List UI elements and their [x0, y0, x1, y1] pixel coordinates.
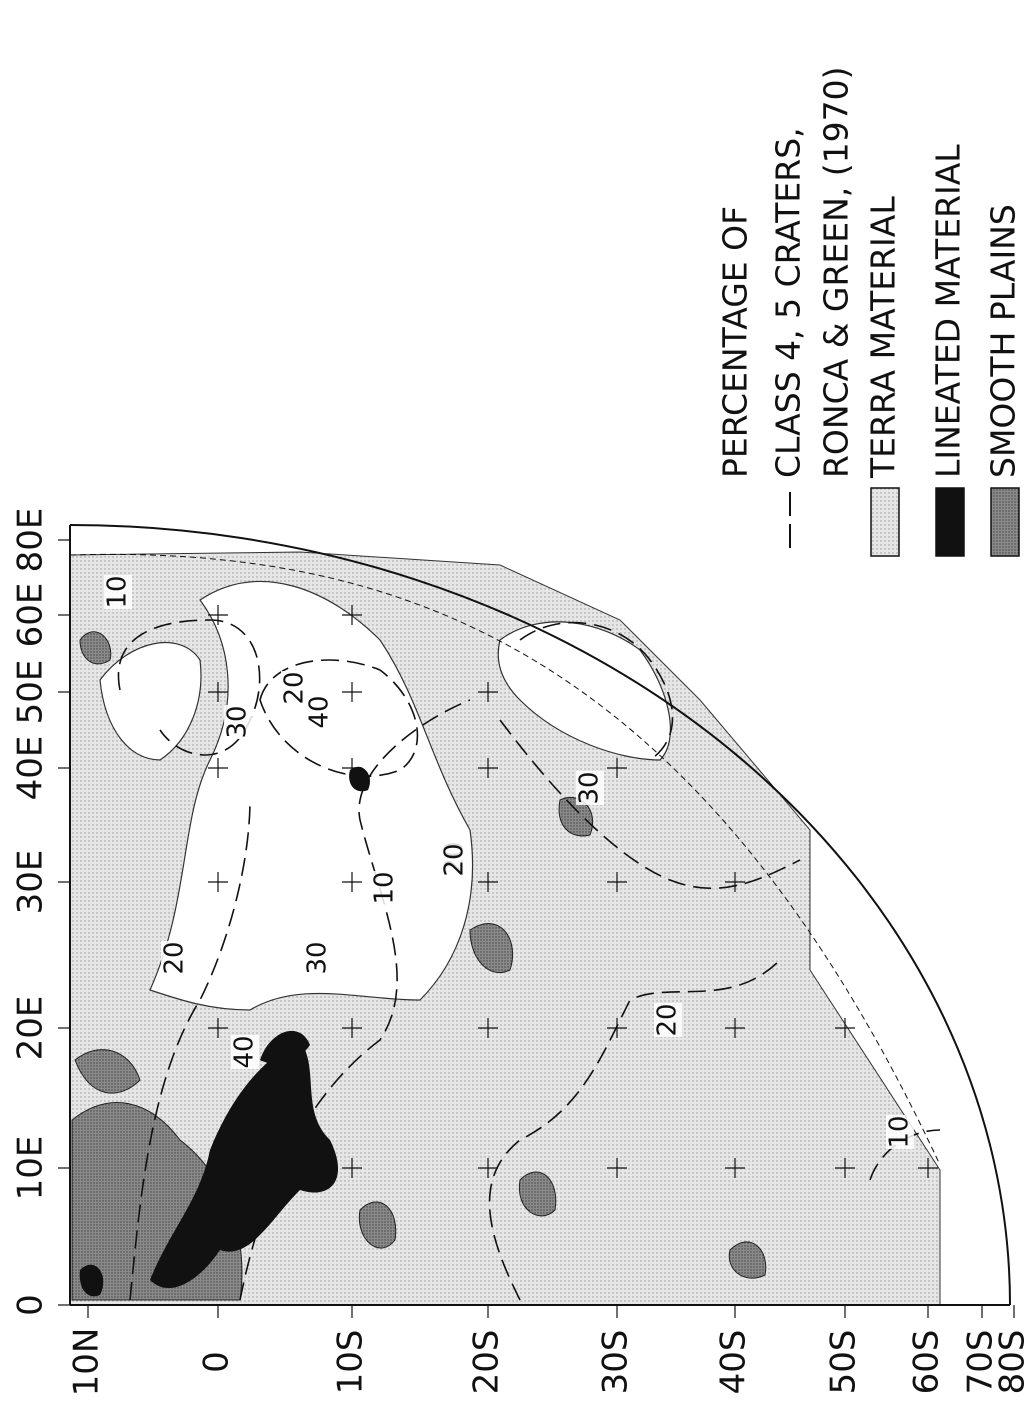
legend: PERCENTAGE OF CLASS 4, 5 CRATERS,RONCA & … [716, 66, 1023, 556]
contour-label: 10 [370, 871, 400, 904]
latitude-label: 20S [467, 1330, 507, 1395]
latitude-label: 50S [824, 1330, 864, 1395]
longitude-label: 30E [11, 850, 51, 915]
contour-label: 20 [440, 843, 470, 876]
contour-label: 10 [885, 1115, 915, 1148]
contour-label: 10 [103, 575, 133, 608]
legend-text: TERRA MATERIAL [864, 196, 903, 479]
latitude-label: 60S [907, 1330, 947, 1395]
contour-label: 40 [305, 695, 335, 728]
latitude-label: 80S [993, 1330, 1033, 1395]
contour-label: 20 [653, 1003, 683, 1036]
latitude-label: 40S [714, 1330, 754, 1395]
legend-text: RONCA & GREEN, (1970) [817, 66, 856, 478]
longitude-label: 60E [11, 583, 51, 648]
legend-text: LINEATED MATERIAL [929, 144, 968, 478]
contour-label: 30 [303, 941, 333, 974]
contour-label: 30 [223, 705, 253, 738]
geologic-map: 0 10E 20E 30E 40E 50E 60E 80E 10N 0 10S 20S 30S 40S 50… [0, 0, 1034, 1419]
map-body [70, 552, 940, 1305]
legend-text: CLASS 4, 5 CRATERS, [769, 127, 808, 478]
contour-label: 40 [230, 1035, 260, 1068]
latitude-label: 0 [197, 1351, 237, 1373]
contour-label: 30 [575, 771, 605, 804]
legend-text: PERCENTAGE OF [716, 206, 755, 478]
longitude-label: 20E [11, 996, 51, 1061]
longitude-label: 50E [11, 660, 51, 725]
longitude-label: 0 [11, 1294, 51, 1316]
legend-symbol [991, 488, 1019, 556]
contour-label: 20 [160, 941, 190, 974]
longitude-label: 10E [11, 1136, 51, 1201]
legend-text: SMOOTH PLAINS [984, 204, 1023, 478]
latitude-label: 30S [596, 1330, 636, 1395]
legend-symbol [936, 488, 964, 556]
latitude-label: 10N [67, 1328, 107, 1397]
legend-symbol [871, 488, 899, 556]
latitude-label: 10S [331, 1330, 371, 1395]
longitude-label: 80E [11, 508, 51, 573]
longitude-label: 40E [11, 736, 51, 801]
